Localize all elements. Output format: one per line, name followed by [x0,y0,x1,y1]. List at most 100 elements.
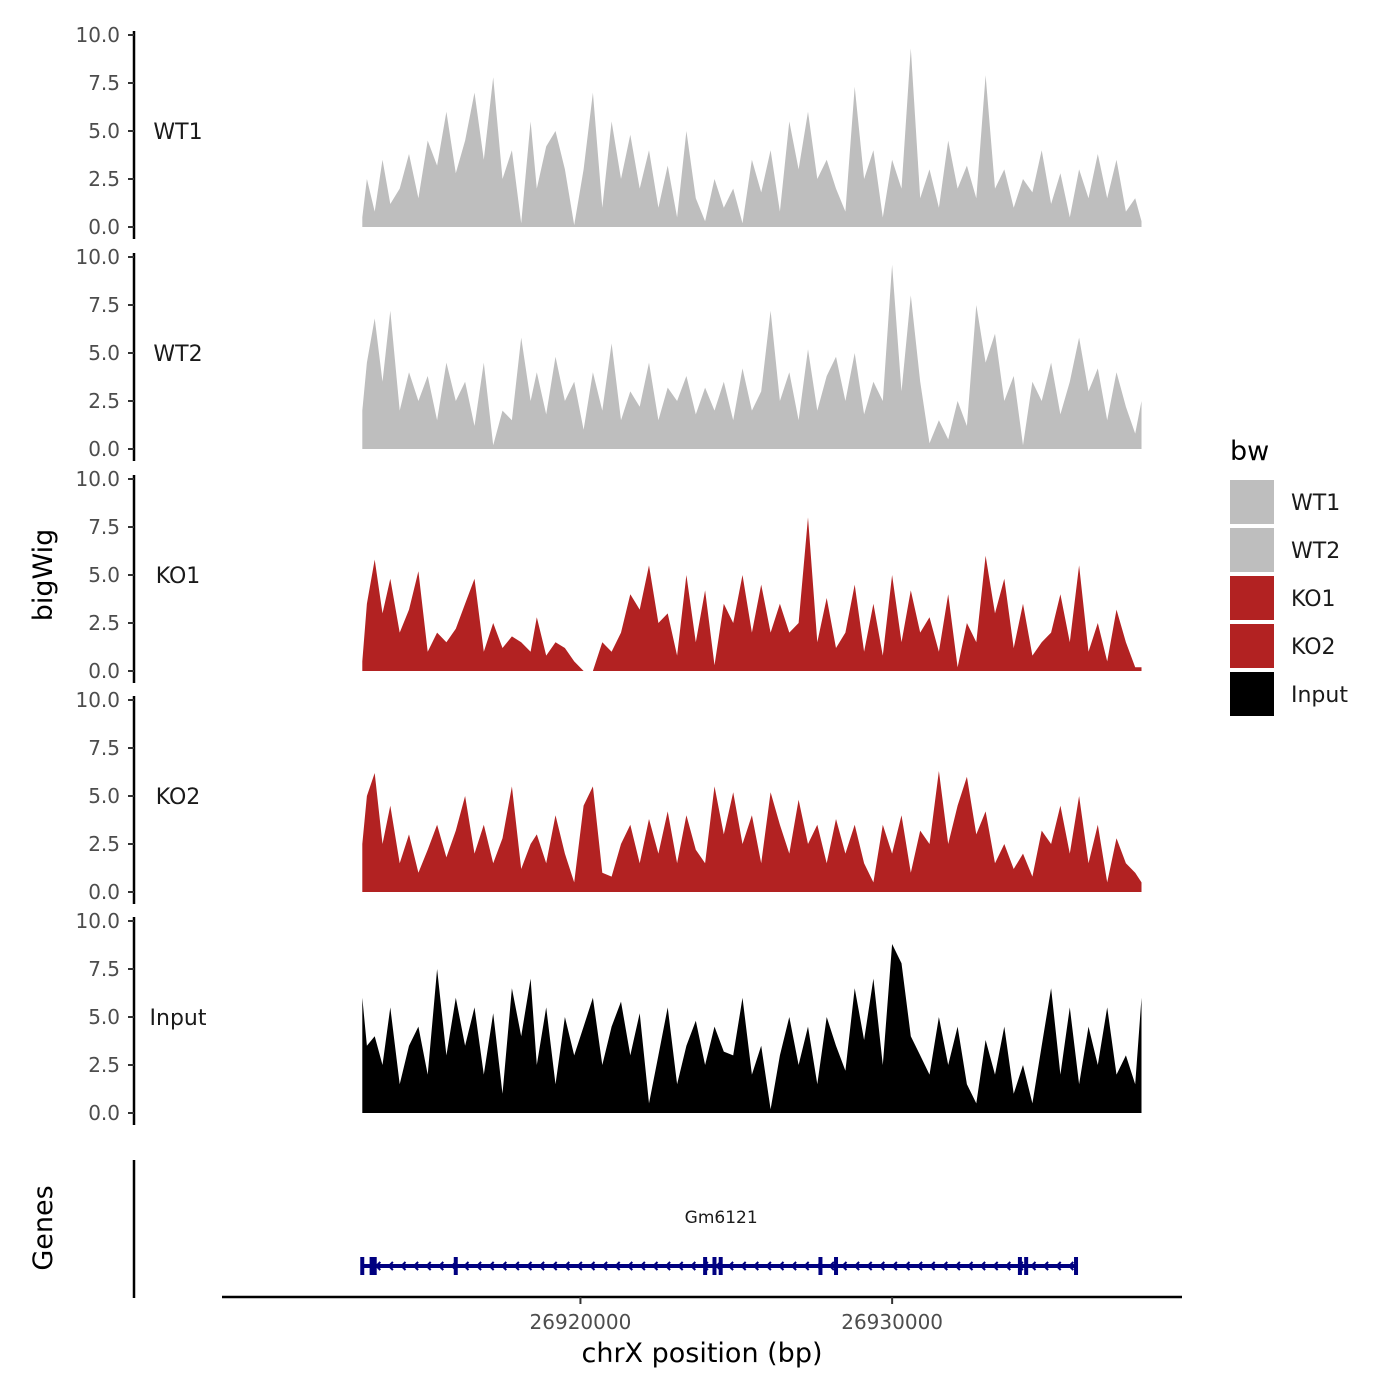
strand-arrow [1004,1261,1012,1271]
y-tick-label: 0.0 [88,880,120,904]
strand-arrow [400,1261,407,1271]
y-tick-label: 5.0 [88,1005,120,1029]
y-tick-label: 5.0 [88,784,120,808]
strand-arrow [488,1261,495,1271]
y-tick-label: 0.0 [88,1101,120,1125]
y-tick-label: 7.5 [88,71,120,95]
strand-arrow [1055,1261,1062,1271]
track-label: Input [150,1006,207,1031]
exon-mark [1024,1257,1029,1275]
area-ko1 [362,517,1142,671]
exon-mark [818,1257,823,1275]
strand-arrow [589,1261,596,1271]
y-tick-label: 0.0 [88,437,120,461]
strand-arrow [828,1261,835,1271]
strand-arrow [425,1261,432,1271]
strand-arrow [513,1261,520,1271]
strand-arrow [967,1261,974,1271]
strand-arrow [916,1261,923,1271]
y-tick-label: 5.0 [88,119,120,143]
y-tick-label: 10.0 [75,245,120,269]
exon-mark [372,1257,377,1275]
exon-mark [1074,1257,1079,1275]
exon-mark [834,1257,839,1275]
strand-arrow [614,1261,621,1271]
y-tick-label: 10.0 [75,688,120,712]
strand-arrow [878,1261,886,1271]
strand-arrow [664,1261,671,1271]
strand-arrow [576,1261,583,1271]
strand-arrow [689,1261,697,1271]
y-tick-label: 2.5 [88,1053,120,1077]
strand-arrow [652,1261,659,1271]
legend-label-input: Input [1291,683,1348,708]
strand-arrow [841,1261,848,1271]
strand-arrow [626,1261,634,1271]
strand-arrow [387,1261,394,1271]
y-tick-label: 7.5 [88,736,120,760]
strand-arrow [891,1261,898,1271]
track-label: WT2 [153,342,202,367]
area-ko2 [362,771,1142,892]
strand-arrow [765,1261,772,1271]
strand-arrow [979,1261,986,1271]
genes-axis-title: Genes [28,1185,59,1270]
y-tick-label: 7.5 [88,957,120,981]
track-ko2: 0.0 2.5 5.0 7.5 10.0 KO2 [75,688,1142,904]
exon-mark [369,1257,374,1275]
area-input [362,944,1142,1113]
legend-swatch-ko2 [1230,624,1274,668]
y-tick-label: 0.0 [88,659,120,683]
exon-mark [1017,1257,1022,1275]
strand-arrow [463,1261,470,1271]
exon-mark [360,1257,365,1275]
exon-mark [453,1257,458,1275]
y-tick-label: 2.5 [88,832,120,856]
x-axis-title: chrX position (bp) [581,1338,822,1369]
y-tick-label: 7.5 [88,293,120,317]
strand-arrow [929,1261,936,1271]
strand-arrow [941,1261,949,1271]
strand-arrow [866,1261,873,1271]
strand-arrow [500,1261,508,1271]
x-axis: 26920000 26930000 [222,1295,1182,1334]
strand-arrow [538,1261,545,1271]
legend-label-wt2: WT2 [1291,539,1340,564]
strand-arrow [1042,1261,1049,1271]
exon-mark [712,1257,717,1275]
y-tick-label: 2.5 [88,611,120,635]
strand-arrow [551,1261,558,1271]
y-tick-label: 5.0 [88,341,120,365]
strand-arrow [563,1261,571,1271]
y-tick-label: 10.0 [75,23,120,47]
legend-label-wt1: WT1 [1291,491,1340,516]
y-tick-label: 0.0 [88,215,120,239]
legend: bw WT1 WT2 KO1 KO2 Input [1230,436,1348,716]
exon-mark [718,1257,723,1275]
track-wt2: 0.0 2.5 5.0 7.5 10.0 WT2 [75,245,1142,461]
y-tick-label: 2.5 [88,167,120,191]
strand-arrow [1030,1261,1037,1271]
y-tick-label: 7.5 [88,515,120,539]
strand-arrow [790,1261,797,1271]
legend-swatch-ko1 [1230,576,1274,620]
legend-swatch-wt2 [1230,528,1274,572]
track-wt1: 0.0 2.5 5.0 7.5 10.0 WT1 [75,23,1142,239]
strand-arrow [853,1261,860,1271]
genes-panel: Gm6121 [132,1160,1079,1298]
strand-arrow [475,1261,482,1271]
y-tick-label: 2.5 [88,389,120,413]
strand-arrow [904,1261,911,1271]
y-tick-label: 10.0 [75,467,120,491]
track-label: KO1 [156,564,201,589]
y-tick-label: 10.0 [75,909,120,933]
tracks: 0.02.55.07.510.0WT10.02.55.07.510.0WT20.… [75,23,1142,1125]
area-wt1 [362,48,1142,228]
strand-arrow [752,1261,760,1271]
track-ko1: 0.0 2.5 5.0 7.5 10.0 KO1 [75,467,1142,683]
strand-arrow [601,1261,608,1271]
y-tick-label: 5.0 [88,563,120,587]
strand-arrow [526,1261,533,1271]
track-label: KO2 [156,785,201,810]
